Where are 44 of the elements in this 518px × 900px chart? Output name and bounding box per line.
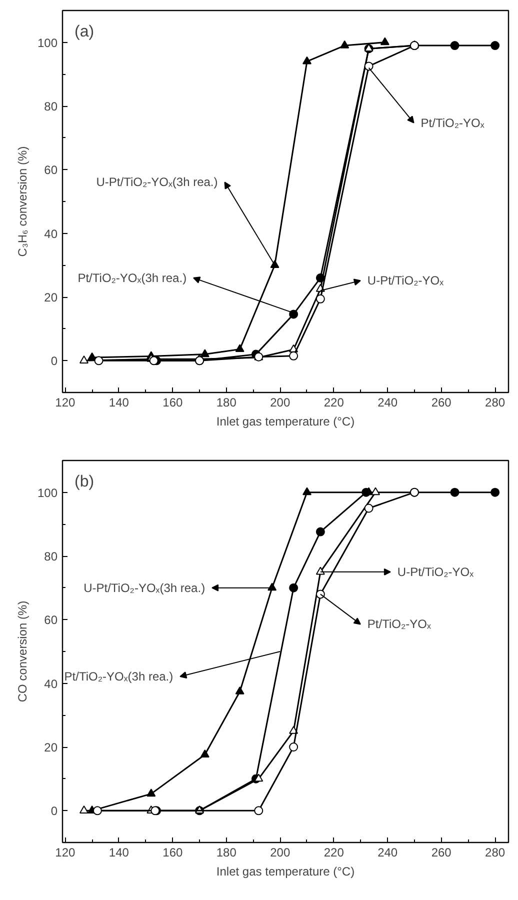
x-tick-label: 140 bbox=[108, 396, 130, 410]
text: (a) bbox=[74, 24, 94, 40]
annotation: U-Pt/TiO₂-YOₓ bbox=[397, 564, 474, 579]
x-tick-label: 180 bbox=[216, 846, 237, 860]
y-tick-label: 40 bbox=[44, 226, 58, 241]
y-axis-title: C₃H₆ conversion (%) bbox=[15, 146, 30, 257]
y-tick-label: 0 bbox=[50, 804, 58, 818]
annotation: U-Pt/TiO₂-YOₓ(3h rea.) bbox=[84, 580, 206, 595]
y-tick-label: 20 bbox=[44, 290, 58, 304]
annotation: Pt/TiO₂-YOₓ(3h rea.) bbox=[64, 670, 174, 684]
y-tick-label: 100 bbox=[37, 486, 58, 500]
x-tick-label: 240 bbox=[378, 396, 398, 410]
x-tick-label: 200 bbox=[270, 846, 290, 860]
x-tick-label: 160 bbox=[162, 396, 183, 410]
y-tick-label: 80 bbox=[44, 100, 58, 114]
text: (b) bbox=[74, 474, 94, 490]
annotation: Pt/TiO₂-YOₓ bbox=[420, 116, 484, 130]
y-tick-label: 60 bbox=[44, 613, 58, 628]
y-tick-label: 60 bbox=[44, 163, 58, 178]
annotation: Pt/TiO₂-YOₓ bbox=[367, 617, 431, 632]
y-axis-title: CO conversion (%) bbox=[15, 600, 30, 702]
annotation: U-Pt/TiO₂-YOₓ bbox=[367, 274, 444, 288]
x-axis-title: Inlet gas temperature (°C) bbox=[216, 414, 355, 428]
x-tick-label: 160 bbox=[162, 846, 183, 860]
x-tick-label: 220 bbox=[324, 846, 344, 860]
x-tick-label: 200 bbox=[270, 396, 290, 410]
x-tick-label: 120 bbox=[55, 846, 76, 860]
x-tick-label: 280 bbox=[485, 846, 506, 860]
x-tick-label: 220 bbox=[324, 396, 344, 410]
x-tick-label: 260 bbox=[431, 396, 452, 410]
x-axis-title: Inlet gas temperature (°C) bbox=[216, 864, 355, 878]
x-tick-label: 140 bbox=[108, 846, 130, 860]
x-tick-label: 180 bbox=[216, 396, 237, 410]
x-tick-label: 120 bbox=[55, 396, 76, 410]
y-tick-label: 0 bbox=[50, 354, 58, 368]
y-tick-label: 40 bbox=[44, 676, 58, 691]
annotation: U-Pt/TiO₂-YOₓ(3h rea.) bbox=[96, 175, 218, 190]
y-tick-label: 80 bbox=[44, 550, 58, 564]
y-tick-label: 20 bbox=[44, 740, 58, 754]
x-tick-label: 280 bbox=[485, 396, 506, 410]
y-tick-label: 100 bbox=[37, 36, 58, 50]
annotation: Pt/TiO₂-YOₓ(3h rea.) bbox=[78, 270, 187, 285]
x-tick-label: 260 bbox=[431, 846, 452, 860]
x-tick-label: 240 bbox=[378, 846, 398, 860]
